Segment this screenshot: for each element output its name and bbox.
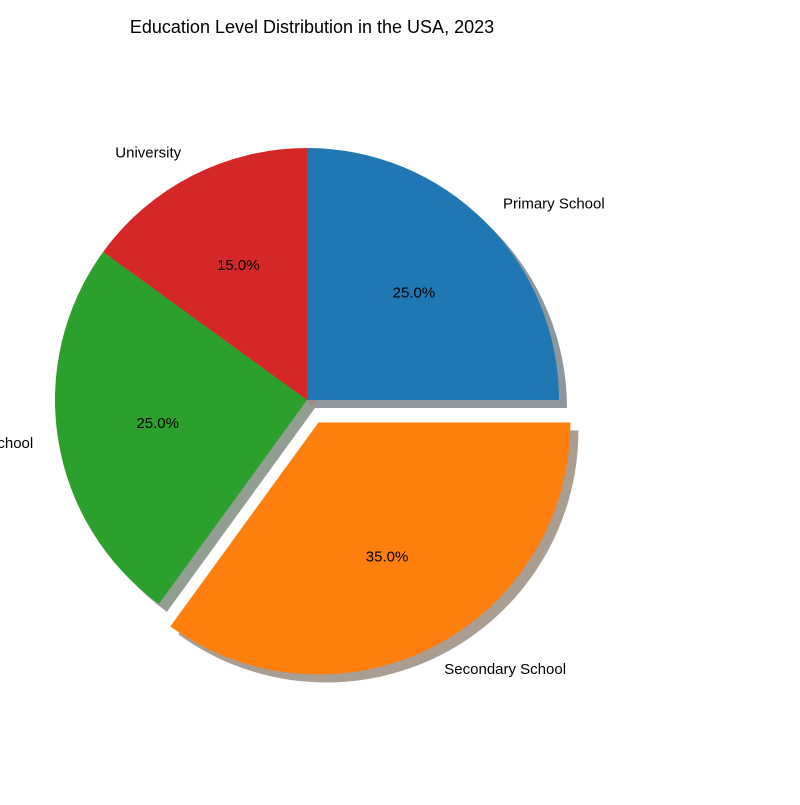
slice-label-university: University xyxy=(115,145,181,162)
slice-pct-tertiary-vocational-school: 25.0% xyxy=(136,415,179,432)
slice-label-primary-school: Primary School xyxy=(503,195,605,212)
slice-label-secondary-school: Secondary School xyxy=(444,661,566,678)
slice-pct-primary-school: 25.0% xyxy=(393,285,436,302)
chart-title: Education Level Distribution in the USA,… xyxy=(130,17,494,37)
slice-pct-university: 15.0% xyxy=(217,257,260,274)
slice-secondary-school xyxy=(170,422,571,675)
slice-layer xyxy=(54,148,571,675)
slice-label-tertiary-vocational-school: Tertiary/Vocational School xyxy=(0,435,33,452)
label-layer: Primary School 25.0% Secondary School 35.0%… xyxy=(0,145,605,678)
slice-pct-secondary-school: 35.0% xyxy=(366,549,409,566)
slice-university xyxy=(103,148,307,400)
slice-primary-school xyxy=(307,148,559,400)
slice-tertiary-vocational-school xyxy=(54,251,308,604)
